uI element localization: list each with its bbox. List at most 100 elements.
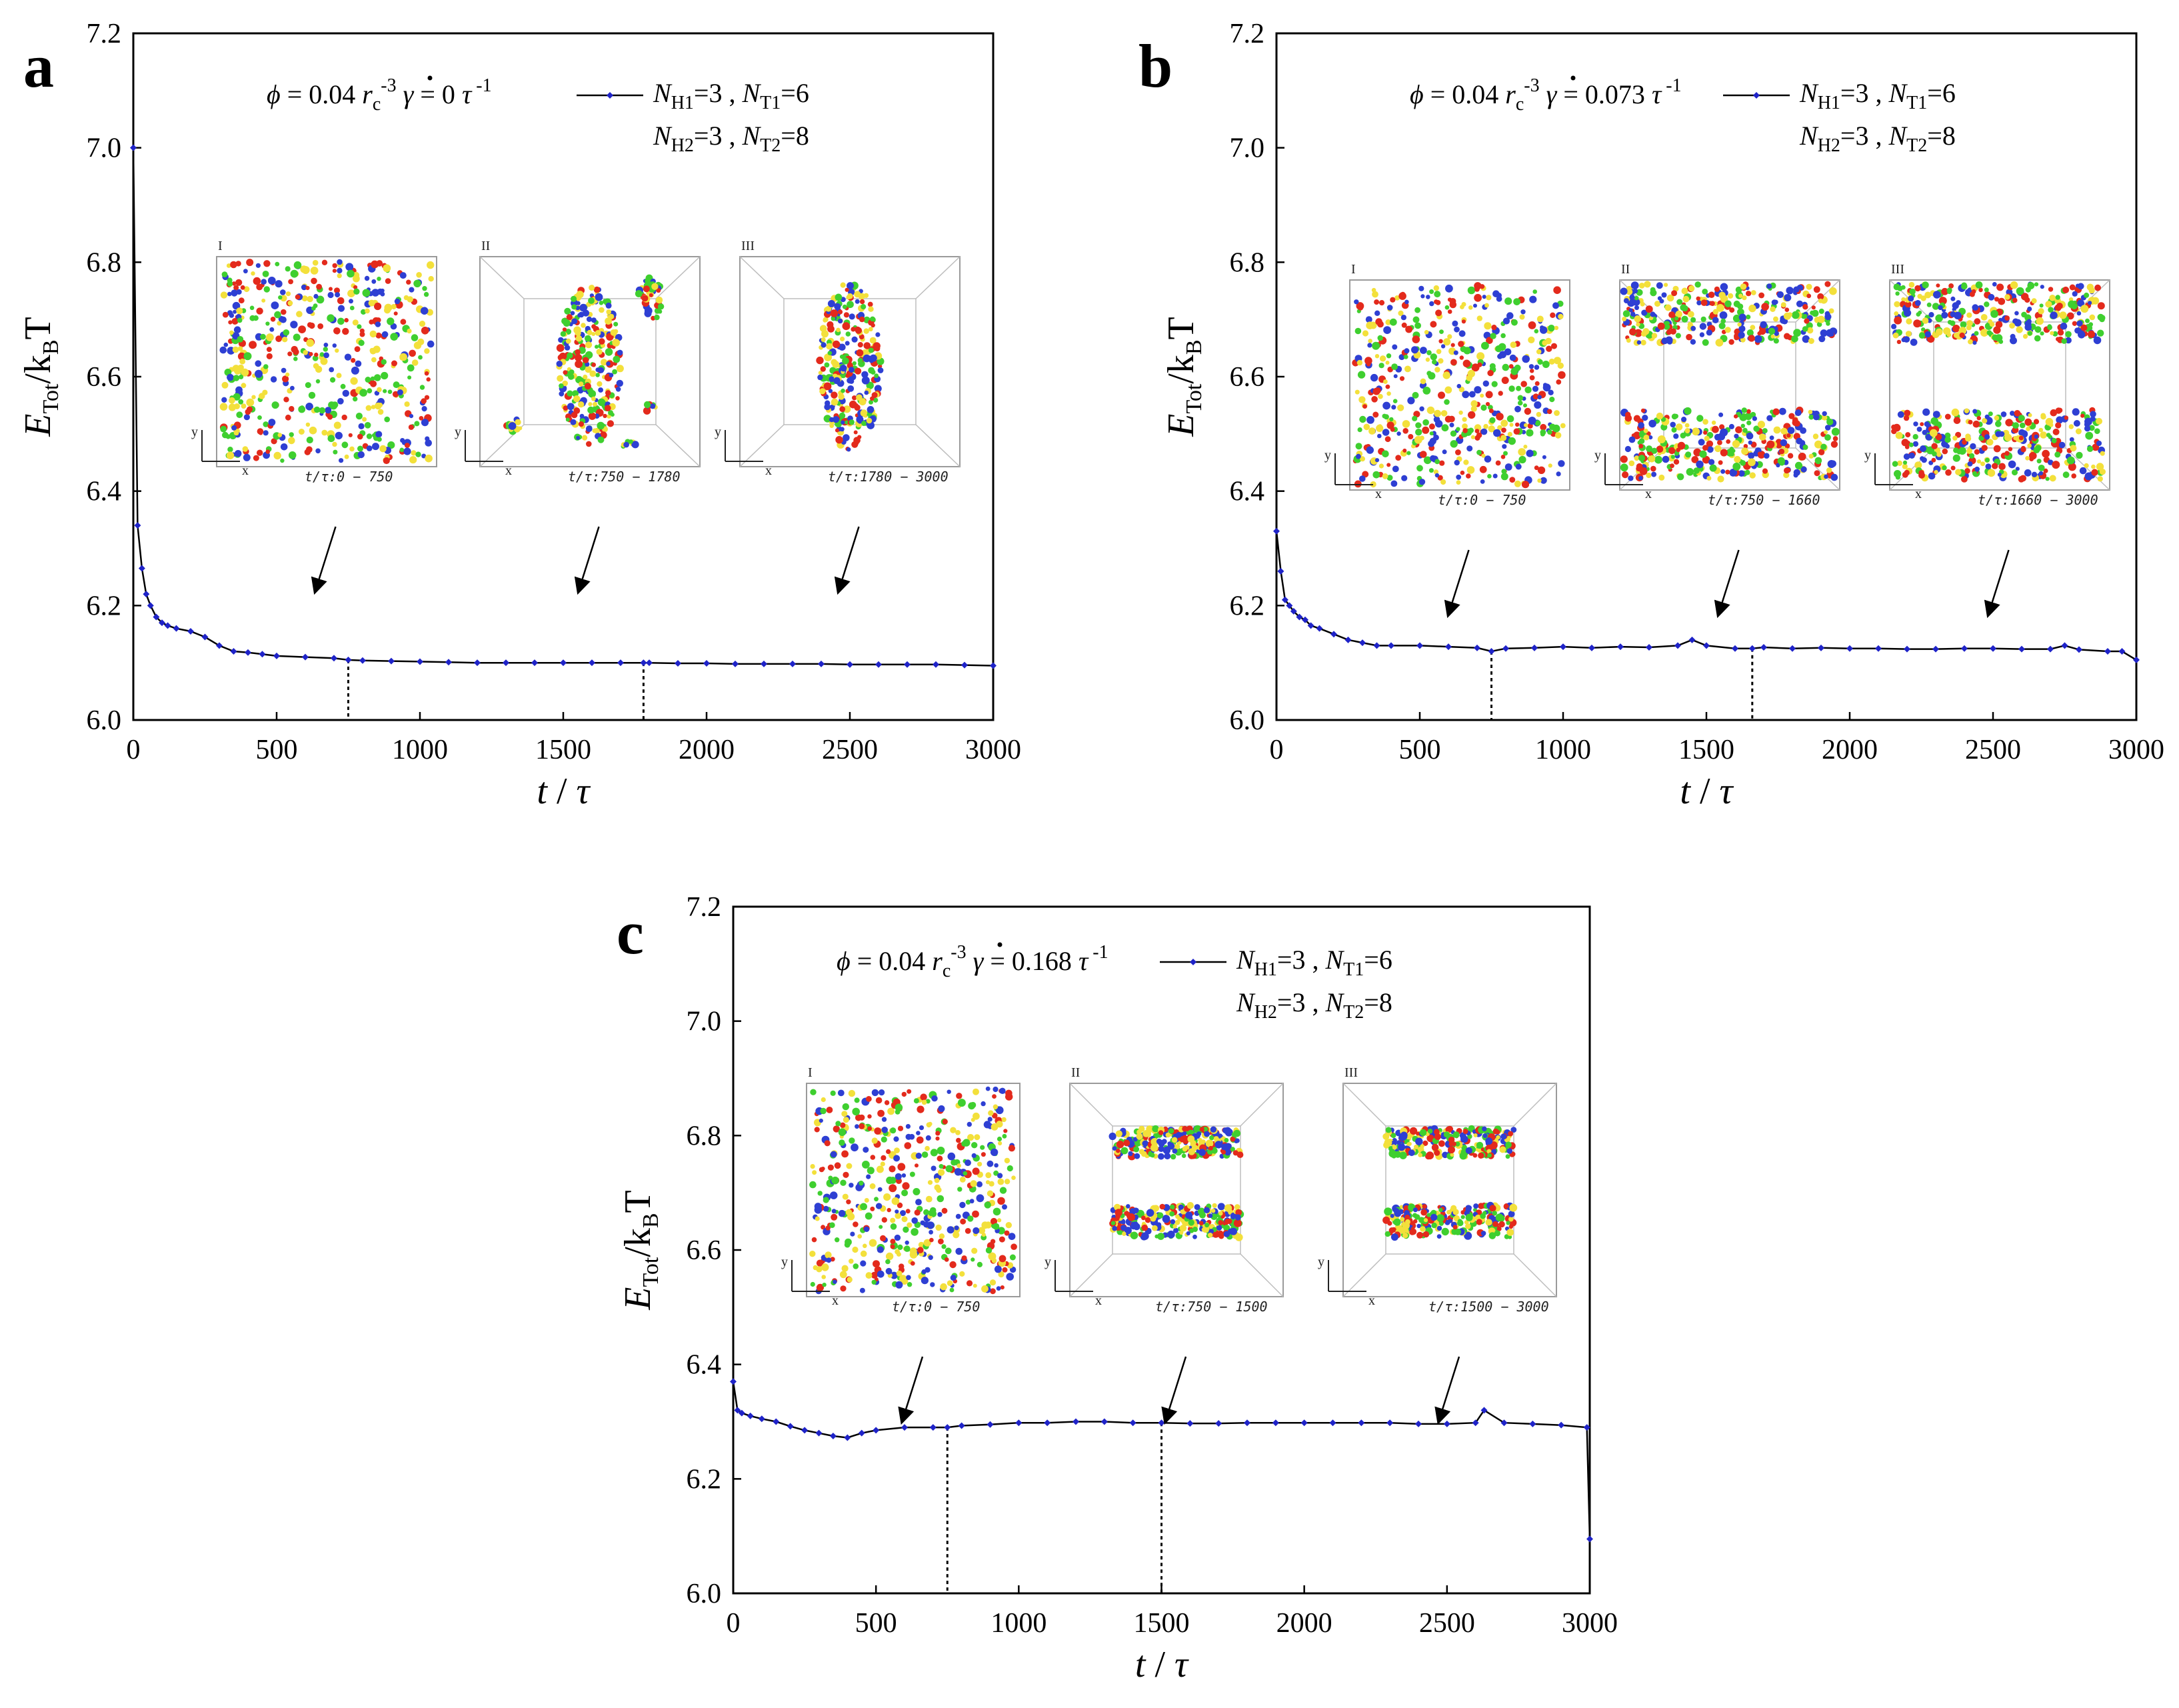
- data-point: [1015, 1419, 1023, 1427]
- data-point: [646, 659, 653, 667]
- data-point: [1344, 636, 1352, 643]
- svg-text:ETot/kBT: ETot/kBT: [1160, 317, 1206, 437]
- axis-y-label: y: [781, 1255, 788, 1269]
- data-point: [1500, 1419, 1508, 1427]
- data-point: [987, 1421, 994, 1428]
- snapshot-particles: [219, 259, 435, 465]
- panel-letter: b: [1138, 32, 1172, 100]
- data-point: [159, 619, 165, 627]
- x-tick-label: 1500: [1678, 735, 1734, 765]
- axis-y-label: y: [191, 425, 198, 439]
- gamma-dot: [427, 75, 433, 81]
- data-point: [1480, 1407, 1488, 1414]
- axis-x-label: x: [1095, 1293, 1102, 1308]
- data-point: [560, 659, 567, 667]
- y-axis-label: ETot/kBT: [17, 317, 63, 437]
- axis-x-label: x: [1645, 487, 1652, 501]
- snapshot-roman-label: II: [1621, 262, 1630, 277]
- series-line: [1275, 531, 2137, 661]
- snapshot-roman-label: I: [218, 239, 223, 253]
- axis-y-label: y: [1594, 448, 1601, 463]
- data-point: [359, 657, 366, 664]
- data-point: [1044, 1419, 1051, 1427]
- y-tick-label: 7.0: [87, 133, 122, 164]
- data-point: [873, 1427, 880, 1434]
- panel-b: b 0 500 1000 1500 2000 2500 3000 6.0 6.2 6.4 6.6 6.8…: [1138, 19, 2164, 812]
- gamma-dot: [997, 942, 1003, 947]
- snapshot-time-label: t/τ:0 − 750: [305, 469, 393, 485]
- snapshot-frame: [806, 1083, 1021, 1297]
- svg-text:ETot/kBT: ETot/kBT: [17, 317, 63, 437]
- x-tick-label: 3000: [965, 735, 1021, 765]
- axis-y-label: y: [1045, 1255, 1051, 1269]
- panel-c: c 0 500 1000 1500 2000 2500 3000 6.0 6.2 6.4 6.6 6.8…: [617, 892, 1618, 1685]
- data-point: [1129, 1419, 1136, 1427]
- data-point: [1273, 527, 1280, 535]
- data-point: [1296, 613, 1303, 621]
- y-tick-label: 6.8: [1230, 247, 1265, 278]
- data-point: [2018, 645, 2025, 653]
- data-point: [818, 660, 825, 667]
- data-point: [933, 661, 939, 668]
- data-point: [388, 657, 395, 665]
- y-tick-label: 6.6: [687, 1235, 722, 1266]
- data-point: [1415, 1420, 1422, 1427]
- legend-marker: [1753, 92, 1760, 99]
- condition-annotation: ϕ = 0.04 rc-3 γ = 0.073 τ -1: [1410, 75, 1682, 115]
- data-point: [738, 1409, 745, 1417]
- data-point: [734, 1407, 741, 1414]
- data-point: [1316, 625, 1323, 632]
- data-point: [730, 1378, 737, 1385]
- y-tick-label: 6.6: [87, 362, 122, 393]
- data-point: [1688, 636, 1696, 643]
- data-point: [1330, 631, 1337, 638]
- data-point: [273, 652, 280, 659]
- data-point: [230, 648, 237, 655]
- data-point: [187, 627, 194, 635]
- snapshot-particles: [1342, 1083, 1557, 1297]
- data-point: [815, 1429, 823, 1437]
- data-point: [1703, 642, 1710, 649]
- snapshot-arrow: [1714, 549, 1740, 619]
- axis-x-label: x: [832, 1293, 839, 1308]
- data-point: [138, 565, 145, 572]
- data-point: [901, 1424, 908, 1431]
- data-point: [829, 1432, 837, 1439]
- data-point: [847, 661, 853, 668]
- axis-y-label: y: [1324, 448, 1331, 463]
- data-point: [773, 1418, 780, 1425]
- snapshot-time-label: t/τ:1500 − 3000: [1428, 1299, 1549, 1315]
- data-point: [474, 659, 481, 667]
- data-point: [1875, 645, 1882, 652]
- legend-marker: [1190, 959, 1196, 965]
- axis-y-label: y: [1318, 1255, 1324, 1269]
- data-point: [1307, 622, 1314, 629]
- data-point: [640, 659, 647, 667]
- data-point: [944, 1424, 951, 1431]
- data-point: [1531, 644, 1538, 651]
- snapshot-particles: [1069, 1083, 1284, 1297]
- x-tick-label: 1500: [1134, 1608, 1190, 1639]
- data-point: [1583, 1424, 1590, 1431]
- data-point: [732, 660, 739, 667]
- axes-triad: xy: [715, 425, 772, 478]
- data-point: [761, 660, 767, 667]
- data-point: [1300, 1419, 1308, 1427]
- data-point: [703, 660, 710, 667]
- data-point: [2076, 646, 2082, 653]
- data-point: [259, 651, 266, 658]
- data-point: [1588, 644, 1595, 651]
- y-tick-label: 7.2: [87, 19, 122, 49]
- data-point: [1488, 648, 1495, 655]
- y-tick-label: 7.2: [1230, 19, 1265, 49]
- data-point: [345, 656, 352, 663]
- data-point: [153, 613, 160, 621]
- data-point: [747, 1412, 754, 1419]
- data-point: [417, 658, 423, 665]
- data-point: [1272, 1419, 1279, 1427]
